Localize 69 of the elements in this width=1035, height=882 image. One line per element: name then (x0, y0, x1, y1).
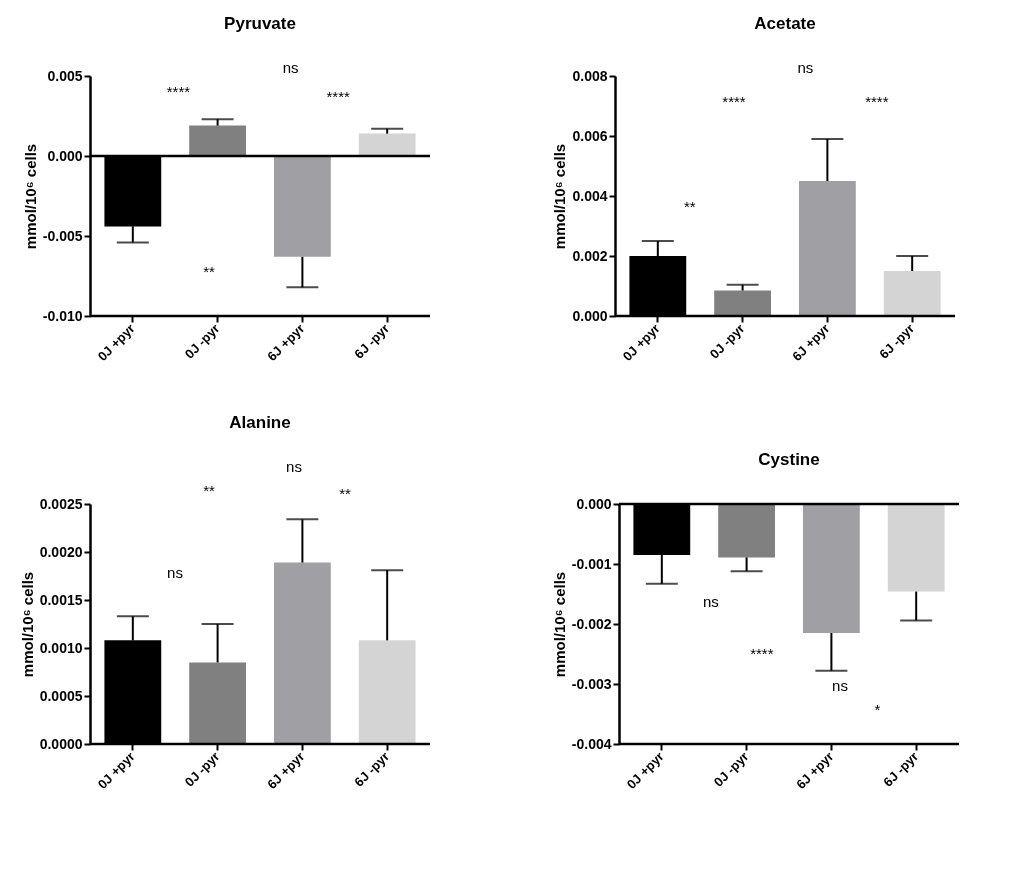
x-tick-label: 0J -pyr (710, 748, 752, 790)
x-tick-label: 6J -pyr (351, 320, 393, 362)
annotation: ** (203, 263, 215, 280)
x-tick-label: 0J +pyr (619, 320, 663, 364)
annotation: **** (326, 87, 351, 105)
y-tick-label: -0.001 (571, 555, 612, 572)
bar (358, 133, 416, 156)
y-tick-label: 0.002 (572, 247, 608, 264)
y-tick-label: -0.002 (571, 615, 612, 632)
annotation: ns (832, 676, 848, 694)
y-tick-label: 0.000 (47, 147, 83, 164)
y-tick-label: 0.008 (572, 67, 608, 84)
text: ns (797, 59, 814, 76)
x-tick-label: 0J -pyr (706, 320, 748, 362)
y-tick-label: 0.000 (572, 307, 608, 324)
bar (358, 640, 416, 744)
annotation: **** (865, 92, 889, 110)
y-axis-title: mmol/10⁶ cells (550, 571, 568, 678)
annotation: **** (750, 645, 774, 663)
annotation: * (874, 700, 881, 718)
annotation: ns (702, 592, 719, 610)
chart-title: Cystine (758, 450, 820, 469)
text: ** (339, 484, 351, 502)
y-tick-label: -0.004 (571, 735, 612, 752)
y-tick-label: 0.004 (572, 187, 608, 204)
y-tick-label: -0.005 (42, 227, 83, 244)
y-tick-label: 0.0025 (39, 495, 83, 512)
y-tick-label: 0.0010 (39, 639, 83, 656)
bar (883, 271, 941, 316)
annotation: **** (166, 83, 191, 100)
x-tick-label: 0J +pyr (94, 748, 138, 792)
text: ns (286, 458, 302, 476)
x-tick-label: 6J -pyr (351, 748, 393, 790)
annotation: ns (167, 563, 183, 581)
x-tick-label: 0J +pyr (623, 748, 667, 792)
y-tick-label: 0.0020 (39, 543, 83, 560)
x-tick-label: 6J -pyr (876, 320, 918, 362)
annotation: ** (683, 198, 696, 216)
text: ns (282, 59, 299, 76)
annotation: **** (722, 92, 746, 110)
y-tick-label: 0.006 (572, 127, 608, 144)
y-tick-label: -0.003 (571, 675, 612, 692)
bar (273, 562, 331, 744)
text: ** (203, 482, 215, 500)
x-tick-label: 0J -pyr (181, 320, 223, 362)
bar (189, 125, 247, 156)
x-tick-label: 6J +pyr (264, 320, 308, 364)
y-tick-label: -0.010 (42, 307, 83, 324)
y-tick-label: 0.0015 (39, 591, 83, 608)
chart-title: Alanine (229, 413, 291, 433)
bar (189, 662, 247, 744)
y-axis-title: mmol/10⁶ cells (551, 143, 569, 250)
chart-title: Acetate (754, 14, 816, 33)
y-axis-title: mmol/10⁶ cells (21, 143, 39, 250)
x-tick-label: 0J -pyr (181, 748, 223, 790)
x-tick-label: 0J +pyr (94, 320, 138, 364)
bar (273, 156, 331, 257)
y-tick-label: 0.005 (47, 67, 83, 84)
x-tick-label: 6J +pyr (789, 320, 833, 364)
bar (798, 181, 856, 316)
y-tick-label: 0.0005 (39, 687, 83, 704)
chart-title: Pyruvate (224, 14, 296, 33)
x-tick-label: 6J +pyr (264, 748, 308, 792)
y-tick-label: 0.000 (576, 495, 612, 512)
x-tick-label: 6J -pyr (880, 748, 922, 790)
y-tick-label: 0.0000 (39, 735, 83, 752)
y-axis-title: mmol/10⁶ cells (18, 571, 36, 678)
x-tick-label: 6J +pyr (793, 748, 837, 792)
bar (714, 290, 772, 316)
